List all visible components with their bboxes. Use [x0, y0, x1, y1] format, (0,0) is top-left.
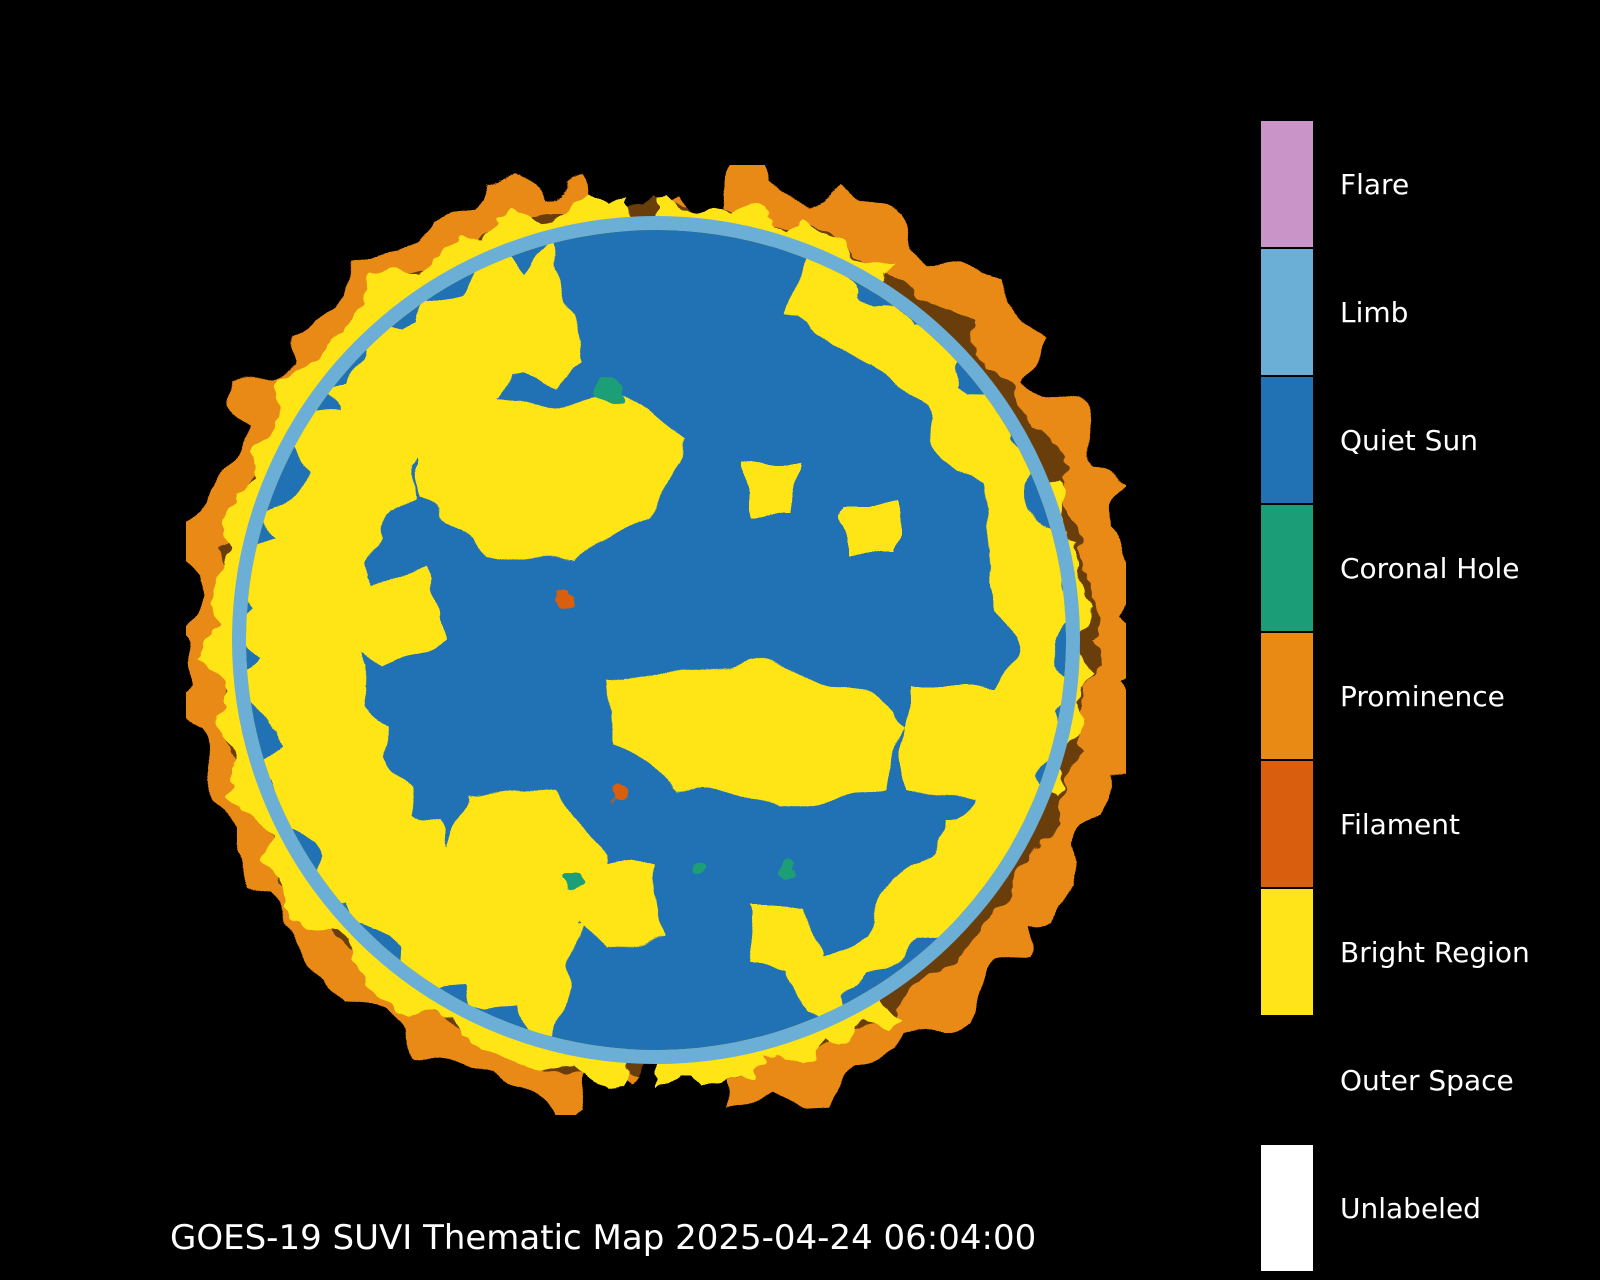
legend-label-outer_space: Outer Space	[1340, 1064, 1514, 1097]
legend-label-flare: Flare	[1340, 168, 1409, 201]
legend-swatch-outer_space	[1260, 1016, 1314, 1144]
legend-label-coronal_hole: Coronal Hole	[1340, 552, 1519, 585]
solar-map-svg	[186, 165, 1126, 1115]
legend-swatch-prominence	[1260, 632, 1314, 760]
legend-swatch-limb	[1260, 248, 1314, 376]
legend-swatch-bright_region	[1260, 888, 1314, 1016]
legend-label-limb: Limb	[1340, 296, 1408, 329]
legend-label-filament: Filament	[1340, 808, 1460, 841]
legend-label-bright_region: Bright Region	[1340, 936, 1530, 969]
legend-swatch-flare	[1260, 120, 1314, 248]
legend-swatch-filament	[1260, 760, 1314, 888]
figure-canvas: Flare Limb Quiet Sun Coronal Hole Prominence…	[0, 0, 1600, 1280]
legend-swatch-coronal_hole	[1260, 504, 1314, 632]
legend-label-quiet_sun: Quiet Sun	[1340, 424, 1478, 457]
legend-swatch-quiet_sun	[1260, 376, 1314, 504]
solar-thematic-map	[186, 165, 1126, 1115]
legend-label-unlabeled: Unlabeled	[1340, 1192, 1481, 1225]
legend-swatch-unlabeled	[1260, 1144, 1314, 1272]
figure-title: GOES-19 SUVI Thematic Map 2025-04-24 06:…	[170, 1218, 1036, 1258]
legend-label-prominence: Prominence	[1340, 680, 1505, 713]
